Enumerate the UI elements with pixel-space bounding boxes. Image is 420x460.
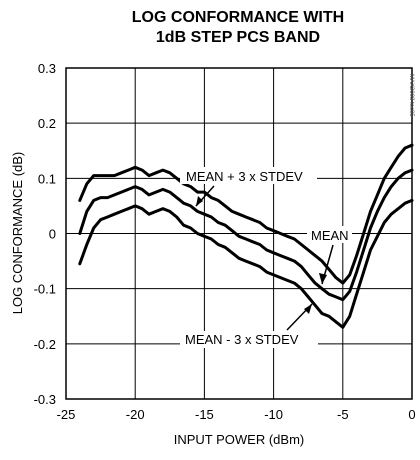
watermark: MAX2003 toc05 (408, 74, 414, 117)
annotation-mean-bg (307, 226, 352, 243)
annotation-mean-arrowhead (319, 273, 327, 284)
y-tick-label: -0.2 (34, 337, 56, 352)
chart-title-line-2: 1dB STEP PCS BAND (156, 29, 320, 46)
y-tick-label: -0.1 (34, 282, 56, 297)
annotation-lower-label: MEAN - 3 x STDEV (185, 332, 299, 347)
annotation-mean-label: MEAN (311, 228, 349, 243)
x-tick-label: 0 (408, 407, 415, 422)
annotation-upper-arrowhead (196, 196, 203, 206)
y-tick-label: 0 (49, 227, 56, 242)
annotation-mean: MEAN (307, 226, 352, 285)
y-axis-label: LOG CONFORMANCE (dB) (10, 152, 25, 315)
plot-frame (65, 67, 413, 400)
x-tick-label: -5 (337, 407, 349, 422)
data-series (78, 143, 414, 329)
y-tick-label: -0.3 (34, 392, 56, 407)
x-tick-label: -25 (57, 407, 76, 422)
annotation-lower-arrowhead (304, 304, 312, 314)
x-tick-label: -10 (264, 407, 283, 422)
y-tick-label: 0.1 (38, 171, 56, 186)
y-tick-label: 0.3 (38, 61, 56, 76)
axis-ticks: -25 -20 -15 -10 -5 0 0.3 0.2 0.1 0 -0.1 -0.2 -0.3 (34, 61, 416, 422)
annotation-upper-label: MEAN + 3 x STDEV (186, 169, 303, 184)
x-tick-label: -20 (126, 407, 145, 422)
grid-lines (66, 68, 412, 399)
series-line-0 (78, 143, 414, 285)
chart-title-line-1: LOG CONFORMANCE WITH (132, 9, 344, 26)
annotation-lower: MEAN - 3 x STDEV (180, 303, 318, 348)
annotation-upper-bg (180, 167, 317, 184)
series-line-2 (78, 198, 414, 329)
x-tick-label: -15 (195, 407, 214, 422)
annotation-lower-bg (180, 331, 318, 348)
series-line-1 (78, 168, 414, 302)
y-tick-label: 0.2 (38, 116, 56, 131)
annotation-upper: MEAN + 3 x STDEV (180, 167, 317, 207)
x-axis-label: INPUT POWER (dBm) (174, 432, 305, 447)
